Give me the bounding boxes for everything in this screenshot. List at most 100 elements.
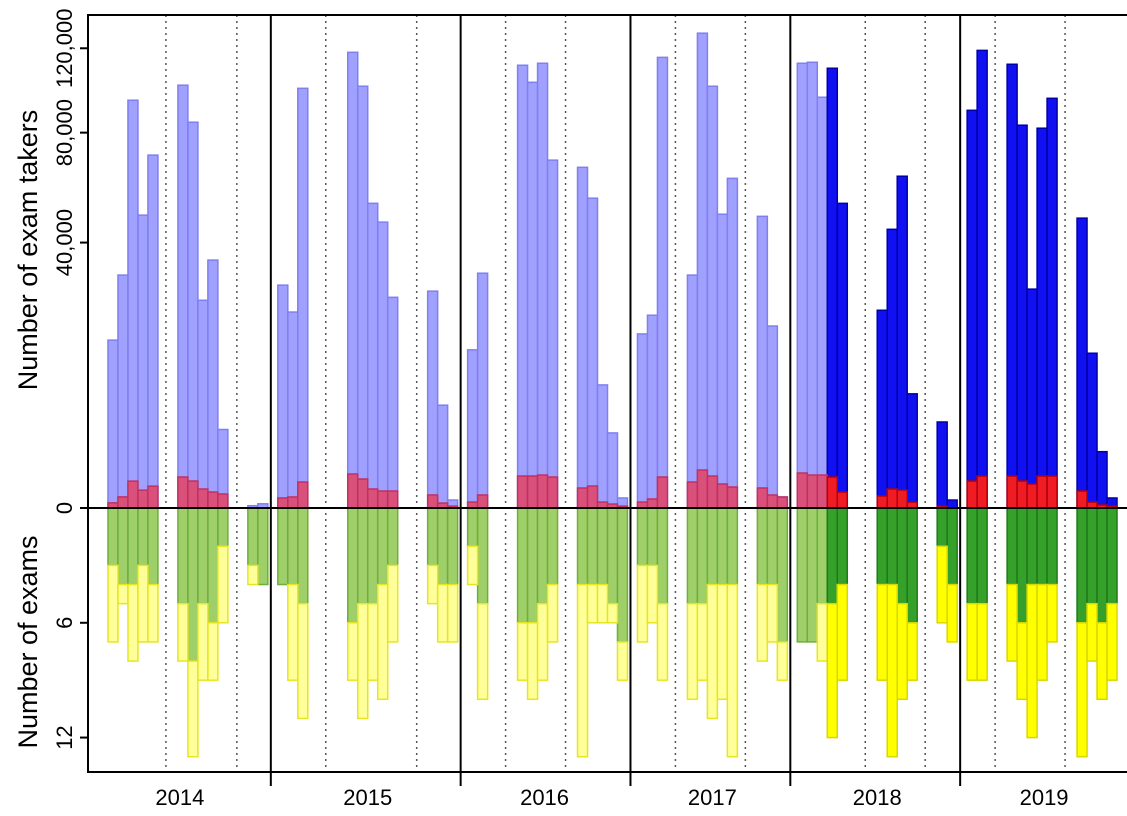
exam-bar — [976, 507, 988, 605]
taker-bar — [1016, 124, 1028, 509]
exam-bar — [1026, 583, 1038, 739]
exam-bar — [1026, 507, 1038, 586]
taker-bar — [1006, 475, 1018, 509]
exam-bar — [606, 602, 619, 624]
exam-bar — [466, 507, 479, 548]
exam-bar — [127, 583, 139, 662]
exam-bar — [606, 507, 619, 605]
taker-bar — [366, 202, 379, 509]
taker-bar — [177, 476, 189, 509]
taker-bar — [826, 476, 839, 509]
exam-bar — [247, 507, 259, 567]
taker-bar — [806, 474, 819, 509]
exam-bar — [906, 622, 918, 681]
taker-bar — [976, 475, 988, 509]
exam-bar — [1016, 507, 1028, 624]
exam-bar — [107, 507, 119, 567]
taker-bar — [796, 472, 809, 509]
taker-bar — [426, 494, 439, 509]
exam-bar — [376, 507, 389, 586]
exam-bar — [366, 507, 379, 605]
exam-bar — [277, 507, 289, 586]
taker-bar — [347, 473, 359, 509]
x-tick-label: 2017 — [688, 785, 737, 810]
exam-bar — [147, 507, 159, 586]
taker-bar — [656, 476, 669, 509]
exam-bar — [297, 602, 309, 720]
taker-bar — [716, 483, 729, 509]
y2-axis-title: Number of exams — [13, 535, 43, 748]
taker-bar — [966, 480, 978, 509]
taker-bar — [516, 475, 529, 509]
taker-bar — [277, 284, 289, 509]
taker-bar — [796, 62, 809, 509]
exam-bar — [476, 507, 489, 605]
taker-bar — [187, 121, 199, 509]
taker-bar — [277, 497, 289, 509]
exam-bar — [1016, 622, 1028, 701]
taker-bar — [476, 494, 489, 509]
taker-bar — [836, 202, 849, 509]
taker-bar — [356, 478, 369, 509]
exam-bar — [376, 583, 389, 701]
exam-bar — [1106, 507, 1118, 605]
y-tick-label: 80,000 — [52, 99, 77, 166]
exam-bar — [696, 602, 709, 681]
taker-bar — [347, 51, 359, 509]
exam-bar — [776, 641, 789, 681]
exam-bar — [596, 507, 609, 586]
x-tick-label: 2015 — [343, 785, 392, 810]
taker-bar — [376, 490, 389, 509]
taker-bar — [1046, 97, 1058, 509]
exam-bar — [1036, 507, 1048, 586]
taker-bar — [1096, 450, 1108, 509]
exam-bar — [586, 507, 599, 586]
exam-bar — [287, 507, 299, 586]
taker-bar — [876, 495, 888, 509]
taker-bar — [187, 480, 199, 509]
exam-bar — [217, 507, 229, 548]
taker-bar — [586, 485, 599, 509]
taker-bar — [366, 488, 379, 509]
exam-bar — [207, 622, 219, 681]
taker-bar — [806, 61, 819, 509]
exam-bar — [356, 507, 369, 605]
taker-bar — [776, 496, 789, 509]
taker-bar — [606, 432, 619, 509]
taker-bar — [197, 299, 209, 509]
taker-bar — [516, 64, 529, 509]
exam-bar — [966, 602, 978, 681]
taker-bar — [1036, 475, 1048, 509]
exam-bar — [147, 583, 159, 643]
exam-bar — [1106, 602, 1118, 681]
taker-bar — [886, 488, 898, 509]
taker-bar — [297, 481, 309, 509]
exam-bar — [716, 507, 729, 586]
exam-bar — [426, 507, 439, 567]
exam-bar — [1076, 622, 1088, 758]
taker-bar — [207, 259, 219, 509]
taker-bar — [137, 214, 149, 509]
taker-bar — [426, 290, 439, 509]
exam-bar — [1096, 507, 1108, 624]
exam-bar — [776, 507, 789, 643]
exam-bar — [516, 622, 529, 681]
exam-bar — [726, 507, 739, 586]
exam-bar — [586, 583, 599, 624]
taker-bar — [546, 476, 559, 509]
taker-bar — [536, 62, 549, 509]
exam-bar — [217, 545, 229, 624]
exam-bar — [1086, 602, 1098, 662]
taker-bar — [287, 311, 299, 509]
taker-bar — [466, 349, 479, 509]
exam-bar — [636, 564, 649, 643]
exam-bar — [476, 602, 489, 701]
taker-bar — [576, 487, 589, 509]
taker-bar — [1026, 483, 1038, 509]
exam-bar — [536, 507, 549, 605]
taker-bar — [656, 56, 669, 509]
taker-bar — [946, 499, 958, 509]
taker-bar — [646, 314, 659, 509]
